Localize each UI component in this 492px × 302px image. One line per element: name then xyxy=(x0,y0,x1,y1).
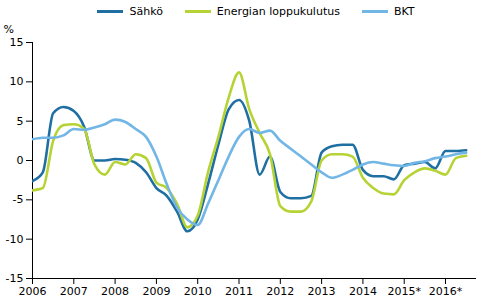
svg-text:2008: 2008 xyxy=(101,285,129,298)
svg-text:2013: 2013 xyxy=(308,285,336,298)
svg-text:2009: 2009 xyxy=(142,285,170,298)
html-text:BKT: BKT xyxy=(393,4,415,18)
svg-text:-5: -5 xyxy=(13,193,24,206)
svg-text:2011: 2011 xyxy=(225,285,253,298)
svg-text:%: % xyxy=(4,23,14,36)
svg-text:2015*: 2015* xyxy=(387,285,421,298)
svg-text:15: 15 xyxy=(10,36,24,49)
svg-text:2014: 2014 xyxy=(349,285,377,298)
html-text:Energian loppukulutus: Energian loppukulutus xyxy=(216,4,340,18)
svg-text:2012: 2012 xyxy=(266,285,294,298)
svg-text:0: 0 xyxy=(17,154,24,167)
svg-text:2016*: 2016* xyxy=(429,285,463,298)
svg-text:2006: 2006 xyxy=(19,285,47,298)
svg-text:2010: 2010 xyxy=(184,285,212,298)
svg-text:10: 10 xyxy=(10,75,24,88)
svg-text:-10: -10 xyxy=(6,233,24,246)
svg-text:2007: 2007 xyxy=(60,285,88,298)
svg-text:5: 5 xyxy=(17,115,24,128)
svg-text:-15: -15 xyxy=(6,272,24,285)
html-text:Sähkö: Sähkö xyxy=(129,4,163,18)
